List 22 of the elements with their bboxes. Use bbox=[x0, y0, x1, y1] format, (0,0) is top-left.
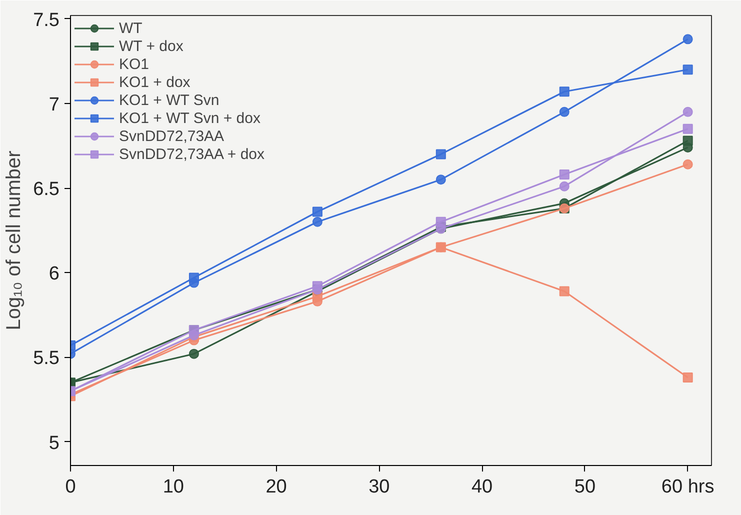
x-tick-label: 20 bbox=[266, 476, 287, 498]
legend-label: WT bbox=[119, 19, 142, 37]
x-tick-label: 10 bbox=[162, 476, 184, 498]
y-tick-label: 7.5 bbox=[33, 10, 60, 31]
legend-label: KO1 + WT Svn bbox=[119, 91, 220, 109]
y-tick-label: 5 bbox=[48, 432, 60, 454]
x-tick-label: 50 bbox=[574, 476, 596, 498]
legend-label: KO1 + dox bbox=[119, 73, 190, 91]
legend-label: KO1 + WT Svn + dox bbox=[119, 109, 260, 127]
y-tick-label: 5.5 bbox=[33, 348, 60, 370]
legend-label: WT + dox bbox=[119, 37, 184, 55]
x-tick-label: 0 bbox=[65, 476, 76, 498]
y-tick-label: 7 bbox=[48, 94, 60, 116]
x-tick-label: 60 hrs bbox=[661, 476, 714, 498]
y-axis-title: Log₁₀ of cell number bbox=[3, 150, 26, 330]
x-tick-label: 30 bbox=[368, 476, 390, 498]
y-tick-label: 6 bbox=[48, 264, 60, 285]
legend-label: SvnDD72,73AA + dox bbox=[119, 145, 265, 163]
x-tick-label: 40 bbox=[471, 476, 493, 498]
legend-label: KO1 bbox=[119, 55, 150, 73]
y-tick-label: 6.5 bbox=[33, 179, 60, 200]
legend-label: SvnDD72,73AA bbox=[119, 127, 224, 145]
